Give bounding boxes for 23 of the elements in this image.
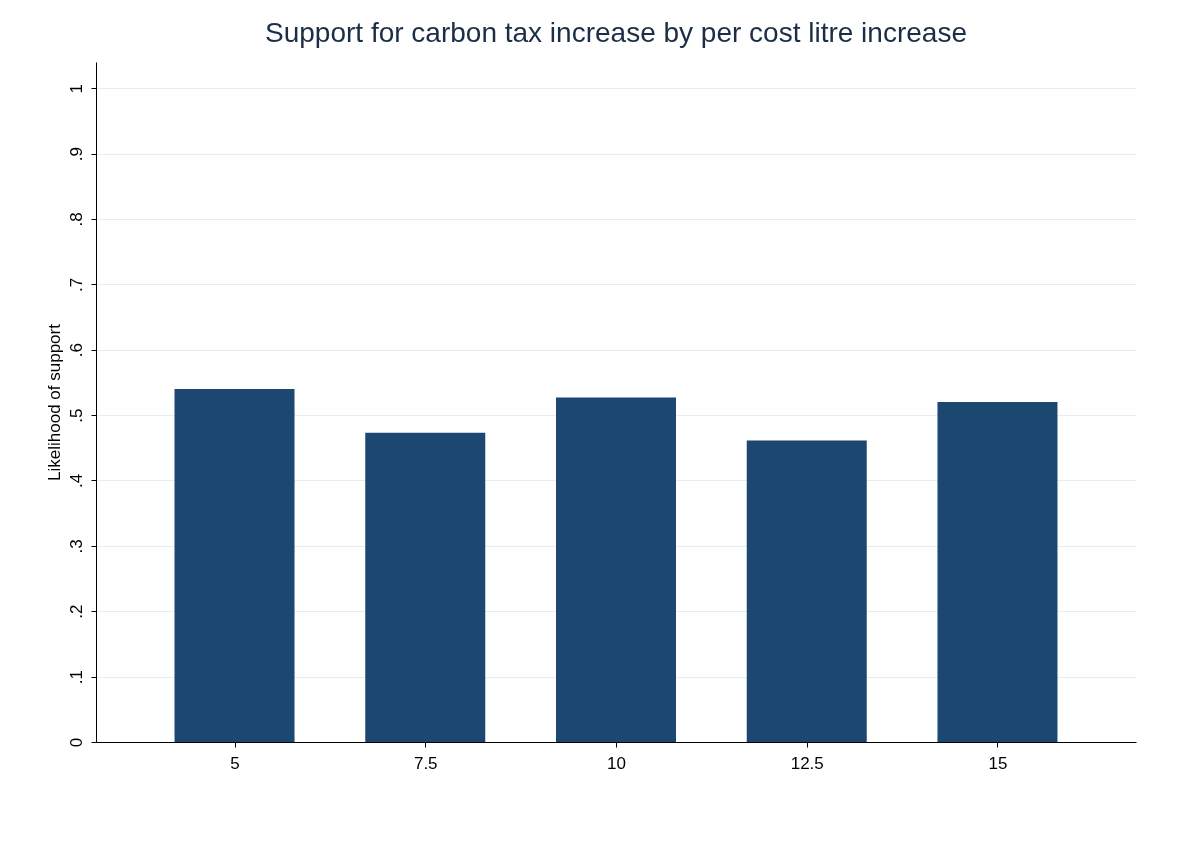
x-tick-label: 15: [988, 753, 1008, 773]
bar: [746, 440, 867, 742]
y-tick-label: .1: [66, 670, 86, 685]
y-tick-label: 0: [66, 737, 86, 748]
bar: [174, 388, 295, 742]
x-tick-label: 12.5: [790, 753, 824, 773]
x-tick-label: 7.5: [413, 753, 438, 773]
bar: [365, 432, 486, 742]
x-tick-label: 10: [607, 753, 626, 773]
bar: [556, 397, 676, 742]
x-tick-label: 5: [230, 753, 240, 773]
y-tick-label: .8: [66, 212, 86, 227]
chart-title: Support for carbon tax increase by per cost litre increase: [265, 17, 967, 48]
bar: [937, 402, 1058, 742]
y-tick-label: .4: [66, 473, 86, 489]
y-tick-label: .6: [66, 343, 86, 358]
y-tick-label: .2: [66, 604, 86, 619]
y-tick-label: .5: [66, 408, 86, 423]
y-tick-label: .9: [66, 146, 86, 162]
y-tick-label: .7: [66, 277, 86, 292]
y-tick-label: 1: [66, 83, 86, 94]
y-axis-title: Likelihood of support: [44, 323, 64, 481]
y-tick-label: .3: [66, 539, 86, 554]
